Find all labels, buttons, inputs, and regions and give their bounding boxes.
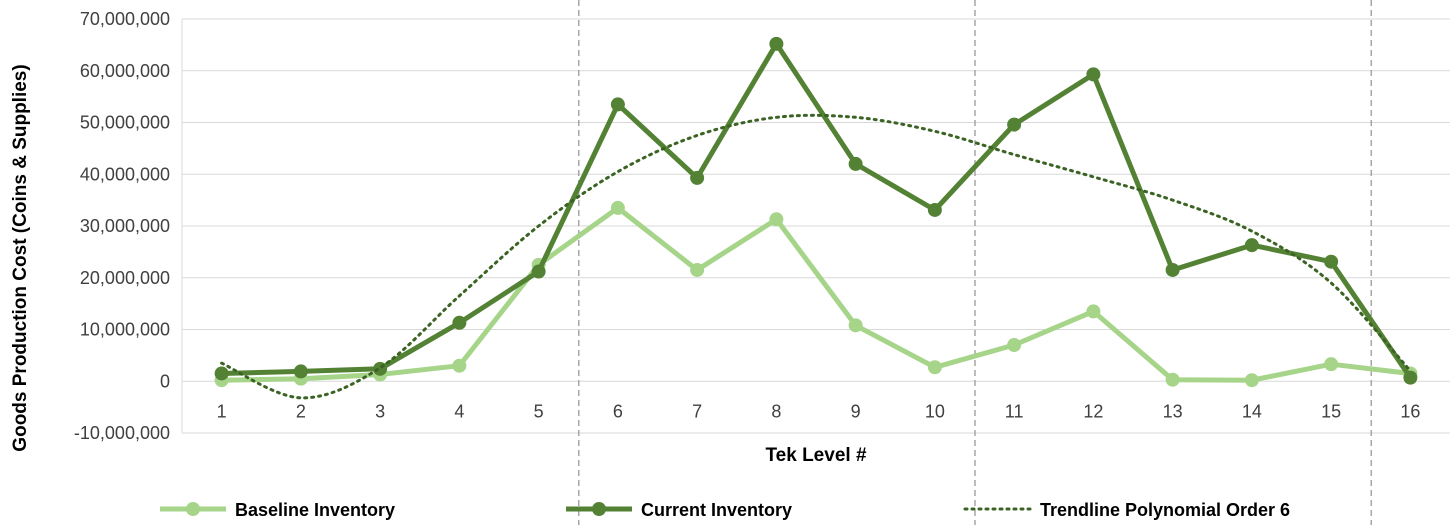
data-point (1086, 67, 1101, 82)
x-tick-label: 8 (771, 401, 781, 421)
x-tick-label: 7 (692, 401, 702, 421)
reference-lines (578, 0, 1372, 525)
legend-item: Trendline Polynomial Order 6 (963, 500, 1290, 520)
y-tick-label: 50,000,000 (80, 113, 170, 133)
data-point (610, 200, 625, 215)
y-tick-label: -10,000,000 (74, 423, 170, 443)
legend-label: Current Inventory (641, 500, 792, 520)
data-point (1007, 338, 1022, 353)
legend-label: Trendline Polynomial Order 6 (1040, 500, 1290, 520)
y-tick-label: 70,000,000 (80, 9, 170, 29)
x-tick-label: 6 (613, 401, 623, 421)
data-point (1165, 372, 1180, 387)
data-point (1165, 262, 1180, 277)
legend-marker (592, 502, 606, 516)
x-tick-label: 10 (925, 401, 945, 421)
x-tick-label: 9 (851, 401, 861, 421)
y-tick-label: 20,000,000 (80, 268, 170, 288)
y-axis-ticks: -10,000,000 0 10,000,000 20,000,000 30,000,0… (74, 9, 170, 443)
data-point (1403, 370, 1418, 385)
x-tick-label: 4 (454, 401, 464, 421)
data-point (769, 36, 784, 51)
y-tick-label: 30,000,000 (80, 216, 170, 236)
data-point (610, 97, 625, 112)
data-point (927, 360, 942, 375)
data-point (214, 366, 229, 381)
data-point (373, 361, 388, 376)
y-tick-label: 10,000,000 (80, 320, 170, 340)
data-point (848, 318, 863, 333)
x-tick-label: 16 (1400, 401, 1420, 421)
data-point (690, 262, 705, 277)
y-tick-label: 60,000,000 (80, 61, 170, 81)
data-point (452, 315, 467, 330)
data-point (1244, 373, 1259, 388)
x-axis-title: Tek Level # (765, 445, 866, 466)
x-tick-label: 15 (1321, 401, 1341, 421)
y-tick-label: 40,000,000 (80, 164, 170, 184)
x-tick-label: 13 (1163, 401, 1183, 421)
x-tick-label: 12 (1083, 401, 1103, 421)
legend-item: Current Inventory (566, 500, 792, 520)
x-axis-ticks: 1 2 3 4 5 6 7 8 9 10 11 12 13 14 15 16 (217, 401, 1421, 421)
data-point (1007, 117, 1022, 132)
data-point (1324, 357, 1339, 372)
y-axis-title: Goods Production Cost (Coins & Supplies) (10, 64, 31, 451)
data-point (452, 358, 467, 373)
data-point (927, 202, 942, 217)
trendline (220, 113, 1412, 400)
data-point (1244, 238, 1259, 253)
data-point (1324, 254, 1339, 269)
series-group (214, 36, 1418, 400)
y-tick-label: 0 (160, 371, 170, 391)
data-point (769, 212, 784, 227)
x-tick-label: 1 (217, 401, 227, 421)
series-line (221, 41, 1413, 380)
data-point (690, 170, 705, 185)
x-tick-label: 14 (1242, 401, 1262, 421)
data-point (293, 364, 308, 379)
data-point (1086, 304, 1101, 319)
data-point (531, 264, 546, 279)
legend: Baseline Inventory Current Inventory Trend… (160, 500, 1290, 520)
legend-item: Baseline Inventory (160, 500, 395, 520)
series-line (221, 205, 1411, 383)
x-tick-label: 2 (296, 401, 306, 421)
data-point (848, 156, 863, 171)
x-tick-label: 5 (534, 401, 544, 421)
x-tick-label: 11 (1005, 401, 1024, 421)
legend-marker (186, 502, 200, 516)
legend-label: Baseline Inventory (235, 500, 395, 520)
x-tick-label: 3 (375, 401, 385, 421)
gridlines (181, 18, 1450, 434)
